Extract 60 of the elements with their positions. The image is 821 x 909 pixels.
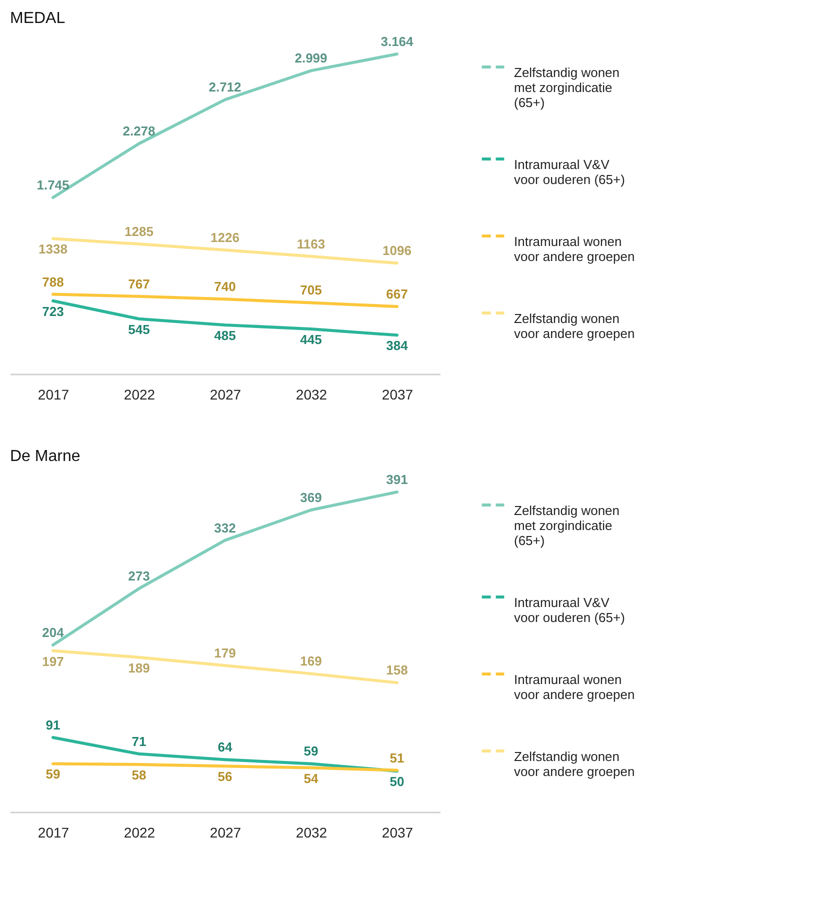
- data-label: 59: [304, 744, 318, 759]
- data-label: 2.278: [122, 124, 156, 139]
- data-label: 197: [42, 654, 64, 669]
- data-label: 2.712: [208, 80, 242, 95]
- x-tick-label: 2032: [296, 824, 328, 840]
- x-tick-label: 2022: [124, 824, 156, 840]
- chart-title: De Marne: [10, 448, 80, 465]
- data-label: 391: [386, 472, 408, 487]
- data-label: 58: [132, 768, 146, 783]
- x-tick-label: 2017: [38, 824, 70, 840]
- data-label: 50: [390, 774, 404, 790]
- data-label: 384: [386, 338, 409, 354]
- data-label: 158: [386, 662, 408, 678]
- data-label: 56: [218, 769, 232, 784]
- data-label: 91: [46, 718, 60, 733]
- data-label: 179: [214, 646, 236, 661]
- x-tick-label: 2037: [382, 386, 414, 402]
- data-label: 189: [128, 660, 150, 676]
- x-tick-label: 2027: [210, 386, 242, 402]
- legend-label: Intramuraal V&V voor ouderen (65+): [514, 157, 625, 187]
- legend-label: Intramuraal wonen voor andere groepen: [514, 234, 635, 264]
- x-tick-label: 2017: [38, 386, 70, 402]
- data-label: 1163: [296, 236, 326, 252]
- data-label: 485: [214, 328, 236, 343]
- data-label: 332: [214, 520, 236, 536]
- data-label: 3.164: [380, 34, 414, 49]
- data-label: 2.999: [294, 50, 328, 66]
- legend-label: Zelfstandig wonen voor andere groepen: [514, 311, 635, 341]
- data-label: 273: [128, 568, 150, 584]
- data-label: 59: [46, 766, 60, 782]
- data-label: 723: [42, 304, 64, 319]
- data-label: 740: [214, 279, 236, 294]
- data-label: 51: [390, 750, 404, 766]
- data-label: 705: [300, 282, 322, 298]
- x-tick-label: 2022: [124, 386, 156, 402]
- data-label: 667: [386, 286, 408, 302]
- data-label: 369: [300, 490, 322, 506]
- data-label: 169: [300, 654, 322, 669]
- legend-label: Zelfstandig wonen met zorgindicatie (65+): [514, 503, 620, 548]
- data-label: 1338: [38, 242, 68, 257]
- legend-label: Zelfstandig wonen voor andere groepen: [514, 749, 635, 779]
- data-label: 1.745: [36, 178, 70, 193]
- data-label: 54: [304, 770, 319, 786]
- data-label: 445: [300, 332, 322, 347]
- chart-title: MEDAL: [10, 10, 66, 27]
- data-label: 788: [42, 274, 64, 290]
- legend-label: Intramuraal wonen voor andere groepen: [514, 672, 635, 702]
- data-label: 71: [132, 734, 146, 749]
- data-label: 1285: [124, 224, 154, 240]
- data-label: 1096: [382, 243, 412, 258]
- data-label: 767: [128, 276, 150, 292]
- legend-label: Intramuraal V&V voor ouderen (65+): [514, 595, 625, 625]
- data-label: 1226: [210, 230, 240, 246]
- data-label: 204: [42, 625, 65, 640]
- data-label: 64: [218, 740, 233, 755]
- x-tick-label: 2032: [296, 386, 328, 402]
- data-label: 545: [128, 322, 150, 337]
- x-tick-label: 2037: [382, 824, 414, 840]
- x-tick-label: 2027: [210, 824, 242, 840]
- legend-label: Zelfstandig wonen met zorgindicatie (65+): [514, 65, 620, 110]
